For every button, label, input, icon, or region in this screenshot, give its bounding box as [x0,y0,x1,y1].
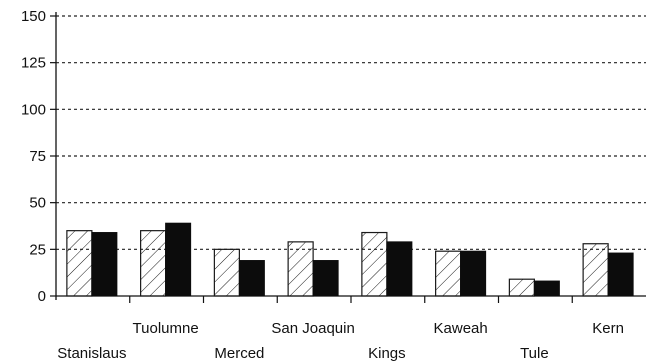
x-category-label: Kaweah [434,320,488,337]
bar-hatched [140,230,167,297]
axes [50,12,646,303]
bar-hatched [213,248,240,297]
x-category-label: Tule [520,345,549,362]
x-category-label: Stanislaus [57,345,126,362]
bar-solid [460,250,487,297]
bar-hatched [66,230,93,297]
x-category-label: San Joaquin [271,320,354,337]
x-category-label: Merced [214,345,264,362]
bar-solid [386,241,413,297]
y-tick-label: 100 [21,101,46,118]
bar-solid [533,280,560,297]
grid-lines [56,15,646,250]
y-tick-label: 50 [29,195,46,212]
bar-solid [238,260,265,297]
y-tick-label: 25 [29,241,46,258]
bar-solid [165,222,192,297]
x-category-label: Tuolumne [133,320,199,337]
x-category-label: Kings [368,345,406,362]
bar-hatched [435,250,462,297]
x-category-label: Kern [592,320,624,337]
labels: 0 25 50 75 100 125 150 Stanislaus Tuolumne Merced… [21,8,624,362]
y-tick-label: 75 [29,148,46,165]
y-tick-label: 150 [21,8,46,25]
bar-solid [91,232,118,297]
y-tick-label: 125 [21,55,46,72]
bar-hatched [361,231,388,297]
y-tick-label: 0 [38,288,46,305]
bar-hatched [287,241,314,297]
bar-hatched [508,278,535,297]
bar-solid [312,260,339,297]
bar-solid [607,252,634,297]
bar-hatched [582,243,609,297]
bars [66,222,634,297]
